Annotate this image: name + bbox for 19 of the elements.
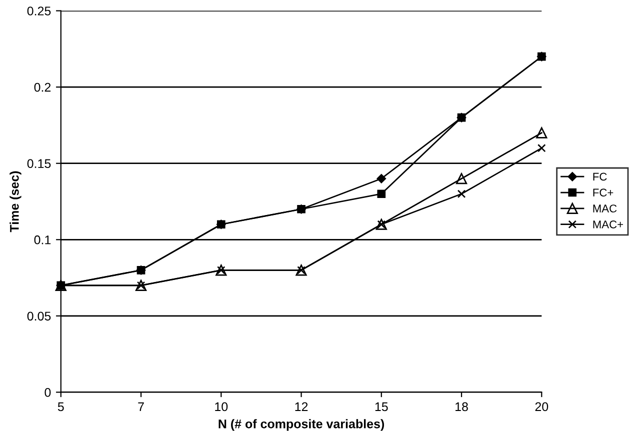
- x-tick-label: 18: [456, 402, 468, 412]
- legend-label: MAC+: [593, 220, 624, 228]
- y-tick-label: 0.1: [34, 235, 51, 244]
- x-axis-title: N (# of composite variables): [218, 419, 384, 431]
- x-tick-label: 5: [58, 402, 64, 412]
- y-tick-label: 0: [44, 388, 51, 397]
- x-tick-label: 7: [138, 402, 144, 411]
- x-tick-label: 20: [535, 402, 548, 412]
- legend-label: FC+: [593, 188, 614, 197]
- legend-label: MAC: [593, 204, 617, 212]
- y-axis-title: Time (sec): [10, 171, 22, 232]
- x-tick-label: 12: [295, 402, 308, 411]
- x-tick-label: 10: [215, 402, 228, 412]
- y-tick-label: 0.05: [27, 312, 51, 321]
- y-tick-label: 0.15: [27, 159, 51, 168]
- legend-label: FC: [593, 172, 607, 181]
- y-tick-label: 0.25: [27, 6, 51, 16]
- x-tick-label: 15: [375, 402, 388, 412]
- y-tick-label: 0.2: [34, 82, 51, 92]
